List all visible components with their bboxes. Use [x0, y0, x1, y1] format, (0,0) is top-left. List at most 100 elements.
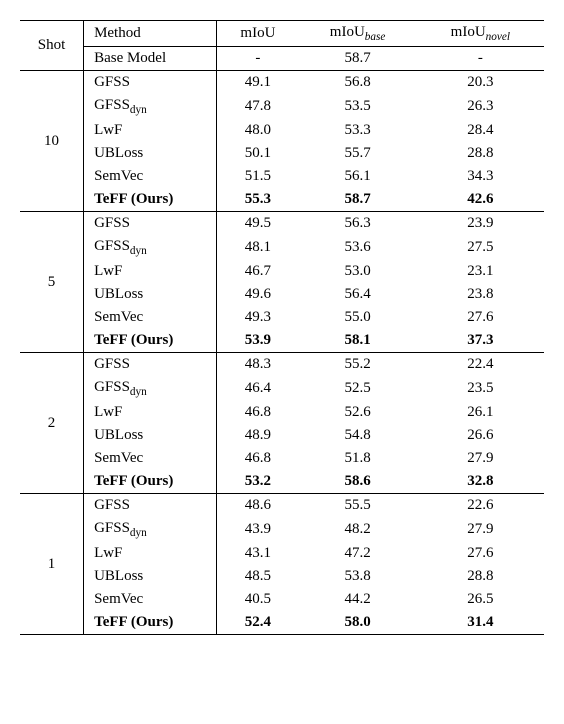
results-table: Shot Method mIoU mIoUbase mIoUnovel Base… — [20, 20, 544, 635]
base-cell: 51.8 — [298, 447, 416, 470]
table-row: SemVec40.544.226.5 — [20, 588, 544, 611]
table-row: SemVec49.355.027.6 — [20, 306, 544, 329]
novel-cell: 28.8 — [417, 565, 544, 588]
novel-cell: 34.3 — [417, 165, 544, 188]
method-cell: SemVec — [84, 165, 217, 188]
method-cell: GFSSdyn — [84, 235, 217, 260]
base-cell: 58.1 — [298, 329, 416, 353]
novel-cell: 27.6 — [417, 542, 544, 565]
miou-cell: 48.9 — [217, 424, 299, 447]
miou-cell: 50.1 — [217, 142, 299, 165]
header-miou-base-pre: mIoU — [330, 24, 365, 40]
method-cell: LwF — [84, 401, 217, 424]
basemodel-miou: - — [217, 47, 299, 71]
base-cell: 55.0 — [298, 306, 416, 329]
miou-cell: 47.8 — [217, 94, 299, 119]
miou-cell: 49.6 — [217, 283, 299, 306]
novel-cell: 32.8 — [417, 470, 544, 494]
base-cell: 52.6 — [298, 401, 416, 424]
base-cell: 55.2 — [298, 353, 416, 377]
base-cell: 56.3 — [298, 212, 416, 236]
table-row: GFSSdyn47.853.526.3 — [20, 94, 544, 119]
table-row: SemVec46.851.827.9 — [20, 447, 544, 470]
novel-cell: 23.5 — [417, 376, 544, 401]
novel-cell: 27.5 — [417, 235, 544, 260]
miou-cell: 46.8 — [217, 447, 299, 470]
miou-cell: 49.5 — [217, 212, 299, 236]
base-cell: 52.5 — [298, 376, 416, 401]
method-cell: UBLoss — [84, 142, 217, 165]
table-row: UBLoss48.553.828.8 — [20, 565, 544, 588]
table-row: 10GFSS49.156.820.3 — [20, 71, 544, 95]
miou-cell: 48.1 — [217, 235, 299, 260]
miou-cell: 55.3 — [217, 188, 299, 212]
novel-cell: 26.6 — [417, 424, 544, 447]
base-cell: 58.0 — [298, 611, 416, 635]
novel-cell: 42.6 — [417, 188, 544, 212]
novel-cell: 31.4 — [417, 611, 544, 635]
method-cell: LwF — [84, 260, 217, 283]
table-row: LwF43.147.227.6 — [20, 542, 544, 565]
header-shot: Shot — [20, 21, 84, 71]
novel-cell: 22.6 — [417, 494, 544, 518]
header-miou-novel: mIoUnovel — [417, 21, 544, 47]
base-cell: 56.8 — [298, 71, 416, 95]
miou-cell: 46.7 — [217, 260, 299, 283]
table-row: TeFF (Ours)52.458.031.4 — [20, 611, 544, 635]
method-cell: TeFF (Ours) — [84, 329, 217, 353]
table-row: TeFF (Ours)55.358.742.6 — [20, 188, 544, 212]
miou-cell: 51.5 — [217, 165, 299, 188]
base-cell: 53.3 — [298, 119, 416, 142]
base-cell: 55.5 — [298, 494, 416, 518]
miou-cell: 52.4 — [217, 611, 299, 635]
base-cell: 58.6 — [298, 470, 416, 494]
base-cell: 53.5 — [298, 94, 416, 119]
base-cell: 56.4 — [298, 283, 416, 306]
table-row: TeFF (Ours)53.958.137.3 — [20, 329, 544, 353]
table-row: GFSSdyn43.948.227.9 — [20, 517, 544, 542]
base-cell: 53.8 — [298, 565, 416, 588]
base-cell: 48.2 — [298, 517, 416, 542]
novel-cell: 23.9 — [417, 212, 544, 236]
table-row: UBLoss48.954.826.6 — [20, 424, 544, 447]
method-cell: GFSSdyn — [84, 376, 217, 401]
miou-cell: 46.4 — [217, 376, 299, 401]
novel-cell: 27.6 — [417, 306, 544, 329]
basemodel-novel: - — [417, 47, 544, 71]
header-miou-base: mIoUbase — [298, 21, 416, 47]
miou-cell: 49.3 — [217, 306, 299, 329]
base-cell: 47.2 — [298, 542, 416, 565]
miou-cell: 48.0 — [217, 119, 299, 142]
table-row: UBLoss50.155.728.8 — [20, 142, 544, 165]
method-cell: LwF — [84, 542, 217, 565]
method-cell: TeFF (Ours) — [84, 611, 217, 635]
novel-cell: 23.8 — [417, 283, 544, 306]
method-cell: TeFF (Ours) — [84, 188, 217, 212]
miou-cell: 49.1 — [217, 71, 299, 95]
shot-cell: 5 — [20, 212, 84, 353]
table-row: TeFF (Ours)53.258.632.8 — [20, 470, 544, 494]
shot-cell: 10 — [20, 71, 84, 212]
base-cell: 56.1 — [298, 165, 416, 188]
method-cell: GFSS — [84, 71, 217, 95]
base-cell: 54.8 — [298, 424, 416, 447]
novel-cell: 23.1 — [417, 260, 544, 283]
miou-cell: 48.3 — [217, 353, 299, 377]
table-row: LwF46.753.023.1 — [20, 260, 544, 283]
table-row: LwF46.852.626.1 — [20, 401, 544, 424]
novel-cell: 27.9 — [417, 447, 544, 470]
miou-cell: 43.9 — [217, 517, 299, 542]
method-cell: GFSS — [84, 494, 217, 518]
method-cell: GFSS — [84, 212, 217, 236]
novel-cell: 37.3 — [417, 329, 544, 353]
shot-cell: 1 — [20, 494, 84, 635]
header-miou: mIoU — [217, 21, 299, 47]
miou-cell: 48.5 — [217, 565, 299, 588]
table-row: 1GFSS48.655.522.6 — [20, 494, 544, 518]
table-row: SemVec51.556.134.3 — [20, 165, 544, 188]
method-cell: SemVec — [84, 447, 217, 470]
method-cell: TeFF (Ours) — [84, 470, 217, 494]
base-cell: 53.0 — [298, 260, 416, 283]
method-cell: SemVec — [84, 306, 217, 329]
novel-cell: 28.4 — [417, 119, 544, 142]
